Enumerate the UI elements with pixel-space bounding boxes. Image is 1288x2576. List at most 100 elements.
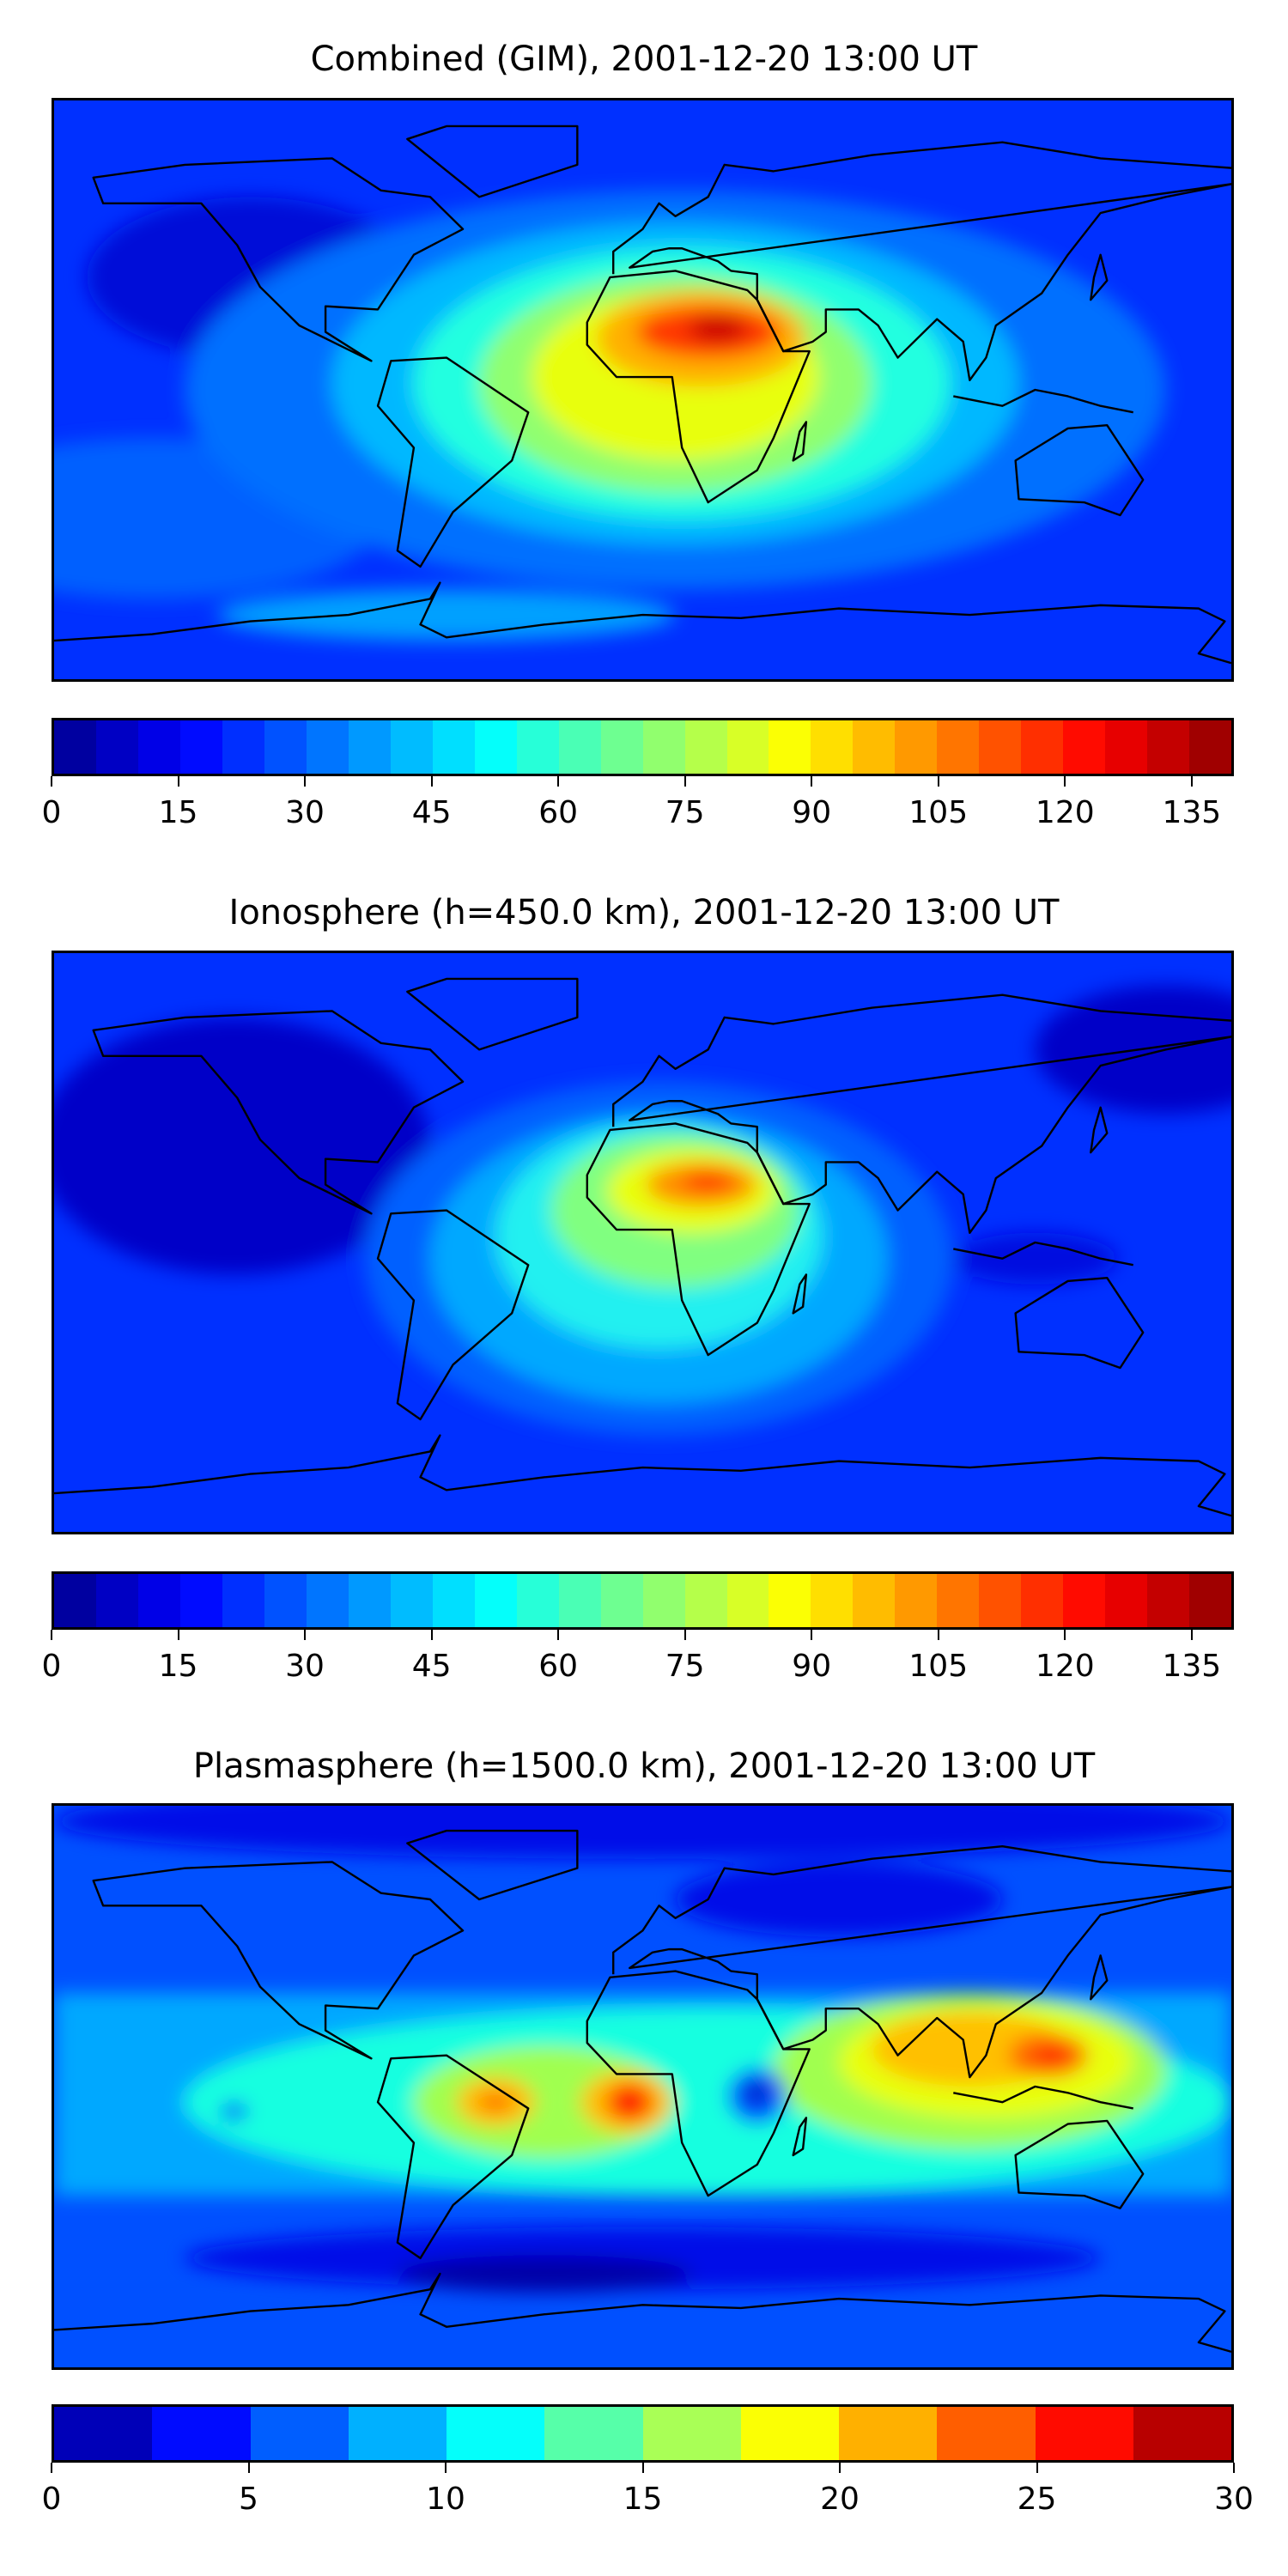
colorbar-level <box>348 720 391 774</box>
tick-label: 75 <box>665 795 705 830</box>
colorbar-level <box>1133 2407 1231 2460</box>
panel-2-map <box>52 951 1234 1534</box>
tick-mark <box>1064 776 1066 787</box>
tick-label: 30 <box>1214 2482 1254 2517</box>
colorbar-level <box>937 2407 1036 2460</box>
colorbar-level <box>937 1574 980 1627</box>
colorbar-level <box>600 720 643 774</box>
colorbar-level <box>1021 1574 1064 1627</box>
colorbar-level <box>642 1574 685 1627</box>
colorbar-level <box>642 2407 741 2460</box>
tick-mark <box>430 776 433 787</box>
tick-mark <box>557 1630 560 1640</box>
colorbar-level <box>179 720 222 774</box>
colorbar-level <box>642 720 685 774</box>
tick-label: 105 <box>908 795 969 830</box>
tick-mark <box>247 2463 250 2473</box>
tick-mark <box>839 2463 841 2473</box>
panel-2-title: Ionosphere (h=450.0 km), 2001-12-20 13:0… <box>228 893 1060 933</box>
colorbar-level <box>1147 720 1190 774</box>
tick-label: 25 <box>1017 2482 1057 2517</box>
tick-label: 120 <box>1035 795 1095 830</box>
colorbar-level <box>179 1574 222 1627</box>
colorbar-level <box>54 720 96 774</box>
colorbar-level <box>250 2407 349 2460</box>
colorbar-level <box>979 720 1022 774</box>
panel-2-colorbar-ticks: 0 15 30 45 60 75 90 105 120 135 <box>42 1630 1234 1690</box>
colorbar-level <box>726 1574 769 1627</box>
colorbar-level <box>1105 720 1148 774</box>
colorbar-level <box>222 1574 264 1627</box>
colorbar-level <box>600 1574 643 1627</box>
panel-1-map <box>52 98 1234 682</box>
tick-label: 45 <box>411 795 452 830</box>
tick-mark <box>304 1630 307 1640</box>
colorbar-level <box>152 2407 251 2460</box>
tick-label: 60 <box>538 1649 579 1684</box>
tick-mark <box>1233 2463 1235 2473</box>
colorbar-level <box>839 2407 938 2460</box>
tick-mark <box>1064 1630 1066 1640</box>
tick-mark <box>1190 776 1193 787</box>
panel-3-title: Plasmasphere (h=1500.0 km), 2001-12-20 1… <box>192 1747 1096 1786</box>
tick-mark <box>937 1630 939 1640</box>
colorbar-level <box>726 720 769 774</box>
tick-mark <box>683 1630 686 1640</box>
colorbar-level <box>769 720 811 774</box>
colorbar-level <box>684 720 727 774</box>
panel-1-colorbar <box>52 718 1234 776</box>
colorbar-level <box>853 720 896 774</box>
colorbar-level <box>222 720 264 774</box>
tick-label: 75 <box>665 1649 705 1684</box>
tick-label: 0 <box>41 2482 62 2517</box>
colorbar-level <box>1063 1574 1106 1627</box>
colorbar-level <box>558 720 601 774</box>
colorbar-level <box>1189 1574 1232 1627</box>
colorbar-level <box>306 1574 349 1627</box>
panel-3-map <box>52 1803 1234 2370</box>
plasma-field-contours <box>54 1806 1231 2293</box>
tick-mark <box>445 2463 447 2473</box>
colorbar-level <box>137 720 180 774</box>
tick-mark <box>51 776 52 787</box>
tick-label: 30 <box>285 795 325 830</box>
panel-1-colorbar-ticks: 0 15 30 45 60 75 90 105 120 135 <box>42 776 1234 836</box>
tick-label: 20 <box>820 2482 860 2517</box>
colorbar-level <box>937 720 980 774</box>
panel-3-colorbar <box>52 2404 1234 2463</box>
tick-label: 30 <box>285 1649 325 1684</box>
colorbar-level <box>516 720 559 774</box>
colorbar-level <box>1105 1574 1148 1627</box>
colorbar-level <box>684 1574 727 1627</box>
tec-field-contours <box>54 190 1166 641</box>
tick-label: 15 <box>158 795 198 830</box>
tick-label: 5 <box>239 2482 258 2517</box>
tick-label: 0 <box>41 1649 62 1684</box>
tick-mark <box>430 1630 433 1640</box>
tick-label: 15 <box>623 2482 663 2517</box>
colorbar-level <box>853 1574 896 1627</box>
colorbar-level <box>264 1574 307 1627</box>
colorbar-level <box>811 1574 854 1627</box>
tick-mark <box>177 776 179 787</box>
colorbar-level <box>558 1574 601 1627</box>
colorbar-level <box>474 720 517 774</box>
colorbar-level <box>1189 720 1232 774</box>
colorbar-level <box>544 2407 643 2460</box>
colorbar-level <box>474 1574 517 1627</box>
tick-mark <box>641 2463 644 2473</box>
tick-label: 105 <box>908 1649 969 1684</box>
tick-mark <box>51 2463 52 2473</box>
colorbar-level <box>1147 1574 1190 1627</box>
tick-label: 120 <box>1035 1649 1095 1684</box>
colorbar-level <box>1021 720 1064 774</box>
colorbar-level <box>432 720 475 774</box>
tick-label: 60 <box>538 795 579 830</box>
tick-mark <box>937 776 939 787</box>
colorbar-level <box>390 720 433 774</box>
tick-label: 15 <box>158 1649 198 1684</box>
panel-3-colorbar-ticks: 0 5 10 15 20 25 30 <box>42 2463 1254 2523</box>
tick-label: 10 <box>426 2482 465 2517</box>
tick-mark <box>811 1630 813 1640</box>
colorbar-level <box>1035 2407 1133 2460</box>
